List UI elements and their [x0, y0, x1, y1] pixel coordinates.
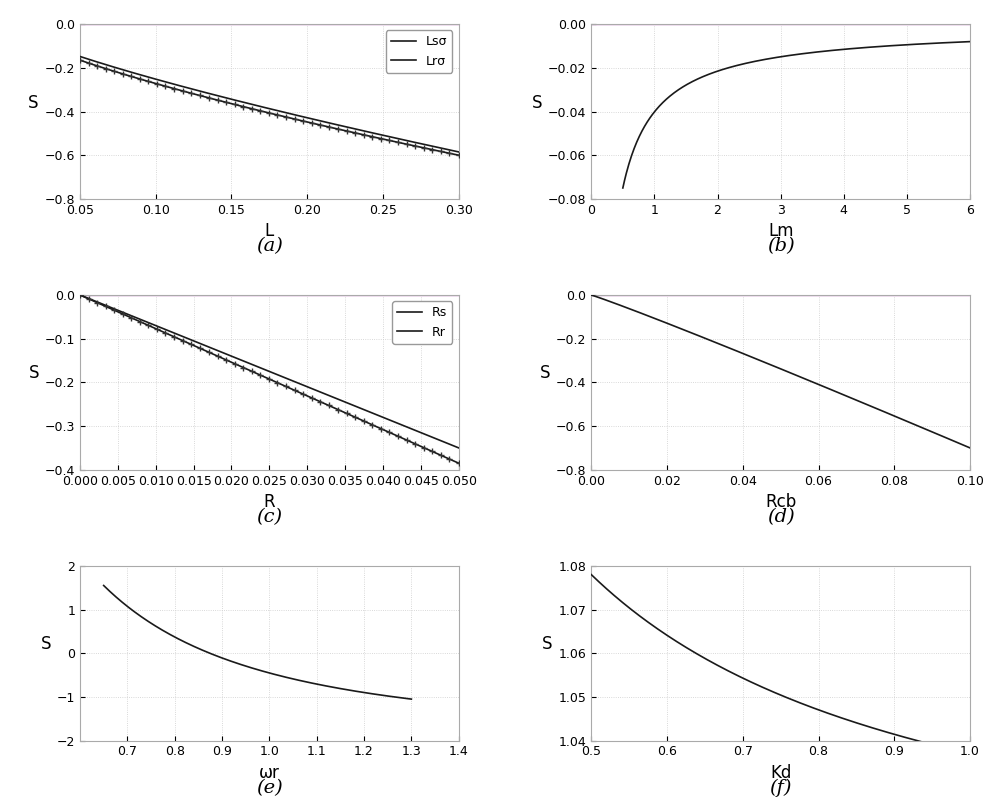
Rr: [120, 311, 132, 320]
Y-axis label: S: S: [540, 365, 550, 382]
Lsσ: [312, 116, 324, 126]
X-axis label: R: R: [264, 493, 275, 511]
X-axis label: ωr: ωr: [259, 764, 280, 782]
Rr: [347, 411, 359, 421]
Y-axis label: S: S: [532, 93, 542, 112]
Y-axis label: S: S: [40, 635, 51, 653]
X-axis label: Kd: Kd: [770, 764, 791, 782]
Text: (e): (e): [256, 779, 283, 797]
Line: Rr: Rr: [80, 295, 459, 463]
Rs: [312, 386, 324, 396]
Lsσ: [120, 66, 132, 76]
Y-axis label: S: S: [542, 635, 553, 653]
Lsσ: [349, 124, 361, 134]
Lsσ: [347, 124, 359, 134]
Lsσ: [453, 147, 465, 157]
Line: Lsσ: Lsσ: [80, 56, 459, 152]
Y-axis label: S: S: [28, 93, 39, 112]
Text: (a): (a): [256, 237, 283, 255]
Rs: [224, 351, 236, 361]
Rr: [197, 345, 209, 355]
Lrσ: [120, 70, 132, 80]
Lsσ: [74, 52, 86, 61]
Rs: [74, 290, 86, 299]
Text: (d): (d): [767, 508, 795, 526]
Text: (f): (f): [769, 779, 792, 797]
Y-axis label: S: S: [28, 365, 39, 382]
Rr: [312, 396, 324, 406]
Lrσ: [453, 151, 465, 160]
Legend: Lsσ, Lrσ: Lsσ, Lrσ: [386, 31, 452, 72]
Lrσ: [224, 98, 236, 108]
Rs: [197, 340, 209, 349]
Rr: [349, 412, 361, 422]
Lrσ: [347, 128, 359, 138]
Rs: [349, 402, 361, 411]
Text: (c): (c): [256, 508, 282, 526]
Rr: [453, 458, 465, 468]
X-axis label: Rcb: Rcb: [765, 493, 796, 511]
Rs: [347, 401, 359, 411]
Rs: [120, 308, 132, 318]
Rr: [224, 357, 236, 366]
Lsσ: [197, 87, 209, 97]
Rr: [74, 290, 86, 299]
Lrσ: [312, 120, 324, 130]
Line: Rs: Rs: [80, 295, 459, 448]
Lrσ: [197, 92, 209, 101]
Lrσ: [349, 128, 361, 138]
Lsσ: [224, 94, 236, 104]
Legend: Rs, Rr: Rs, Rr: [392, 301, 452, 344]
X-axis label: L: L: [265, 222, 274, 241]
Lrσ: [74, 56, 86, 65]
Line: Lrσ: Lrσ: [80, 60, 459, 155]
Text: (b): (b): [767, 237, 795, 255]
X-axis label: Lm: Lm: [768, 222, 793, 241]
Rs: [453, 443, 465, 452]
